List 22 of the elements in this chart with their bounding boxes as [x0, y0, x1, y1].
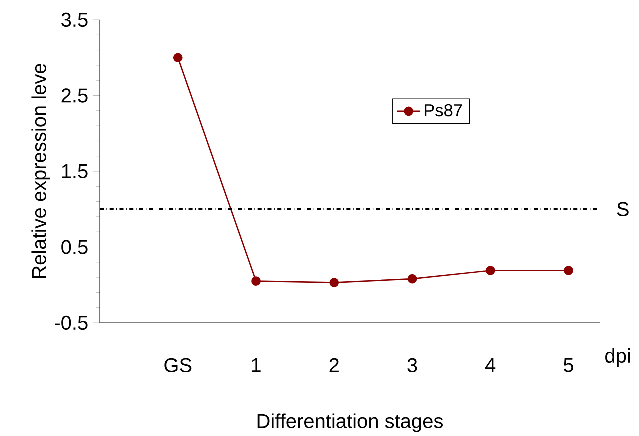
y-axis-title: Relative expression leve	[32, 64, 50, 278]
x-tick-label: 2	[330, 358, 339, 372]
y-tick-label: 1.5	[62, 164, 88, 178]
x-axis-title: Differentiation stages	[258, 414, 443, 432]
point	[408, 274, 418, 284]
point	[486, 266, 496, 276]
y-tick-label: 0.5	[62, 240, 88, 254]
x-tick-label: 4	[486, 358, 496, 372]
y-tick-label: 2.5	[62, 88, 88, 103]
point	[564, 266, 574, 276]
ref-line-label: S	[617, 202, 629, 216]
x-tick-label: GS	[164, 358, 192, 373]
x-tick-label: 5	[564, 358, 574, 372]
legend-label: Ps87	[424, 104, 462, 117]
point	[252, 276, 261, 286]
text: dpi	[606, 348, 630, 367]
y-tick-label: 3.5	[62, 12, 88, 28]
x-tick-label: 3	[408, 358, 418, 373]
point	[330, 278, 340, 288]
y-tick-label: -0.5	[55, 316, 88, 330]
x-tick-label: 1	[252, 358, 261, 372]
point	[173, 53, 183, 63]
